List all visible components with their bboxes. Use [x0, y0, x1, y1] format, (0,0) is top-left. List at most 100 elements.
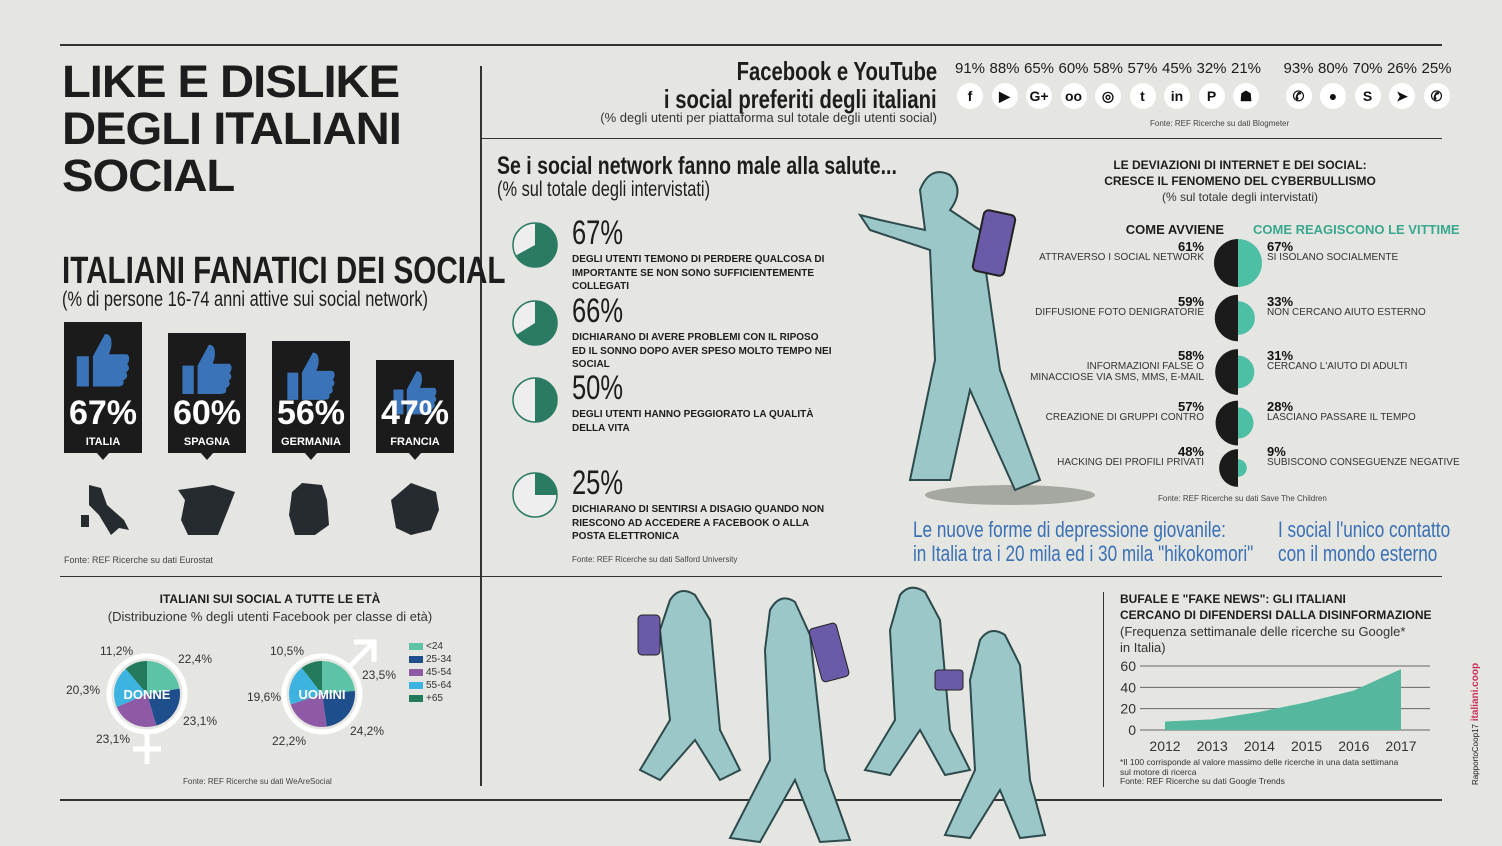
- cyber-left-pct: 59%: [1177, 294, 1204, 309]
- fake-news-area-chart: 0 20 40 60 2012 2013 2014 2015 2016 2017: [1120, 658, 1430, 754]
- vertical-divider: [480, 66, 482, 786]
- fanatici-subtitle: (% di persone 16-74 anni attive sui soci…: [62, 288, 429, 311]
- area-series: [1165, 669, 1401, 730]
- cyber-left-pct: 58%: [1177, 348, 1204, 363]
- pie-label: 22,2%: [272, 734, 307, 748]
- cyber-source: Fonte: REF Ricerche su dati Save The Chi…: [1158, 494, 1327, 503]
- cyber-left-item: 61% ATTRAVERSO I SOCIAL NETWORK: [1024, 239, 1204, 263]
- age-pie-charts: DONNE UOMINI: [106, 639, 377, 764]
- legend-label: 25-34: [426, 654, 452, 665]
- viber-icon: ✆: [1423, 83, 1450, 109]
- salute-item: 66% DICHIARANO DI AVERE PROBLEMI CON IL R…: [572, 292, 832, 372]
- fake-news-source: Fonte: REF Ricerche su dati Google Trend…: [1120, 776, 1285, 786]
- cyber-right-item: 9% SUBISCONO CONSEGUENZE NEGATIVE: [1267, 444, 1460, 468]
- cyber-left-item: 59% DIFFUSIONE FOTO DENIGRATORIE: [1024, 294, 1204, 318]
- country-box: 60% SPAGNA: [168, 333, 246, 460]
- side-brand: RapportoCoop17 italiani.coop: [1470, 662, 1481, 785]
- legend-label: 55-64: [426, 680, 452, 691]
- y-tick-label: 40: [1120, 679, 1136, 695]
- note-line: *Il 100 corrisponde al valore massimo de…: [1120, 757, 1399, 767]
- cyber-right-text: LASCIANO PASSARE IL TEMPO: [1267, 412, 1416, 423]
- cyber-right-item: 28% LASCIANO PASSARE IL TEMPO: [1267, 399, 1416, 423]
- salute-pie: [512, 472, 558, 518]
- social-subtitle: (% degli utenti per piattaforma sul tota…: [600, 110, 937, 125]
- thumbs-up-icon: [393, 371, 437, 415]
- fanatici-source: Fonte: REF Ricerche su dati Eurostat: [64, 555, 214, 565]
- mid-divider: [60, 576, 1442, 577]
- pie-label: 10,5%: [270, 644, 305, 658]
- country-pct: 47%: [380, 394, 450, 432]
- tripadvisor-icon: oo: [1060, 83, 1087, 109]
- country-pct: 60%: [172, 394, 242, 432]
- legend-label: 45-54: [426, 667, 452, 678]
- linkedin-icon: in: [1164, 83, 1190, 109]
- salute-pct: 66%: [572, 292, 624, 330]
- pie-slice-+65: [301, 661, 322, 694]
- country-pct: 56%: [276, 394, 346, 432]
- cyber-title-line: LE DEVIAZIONI DI INTERNET E DEI SOCIAL:: [1113, 158, 1367, 172]
- social-pct: 65%: [1023, 60, 1055, 77]
- pie-slice-25-34: [147, 688, 181, 726]
- cyber-right-text: NON CERCANO AIUTO ESTERNO: [1267, 307, 1426, 318]
- pie-ring: [281, 653, 363, 735]
- country-name: ITALIA: [85, 436, 121, 448]
- fake-news-title-line: BUFALE E "FAKE NEWS": GLI ITALIANI: [1120, 592, 1346, 606]
- page-title: LIKE E DISLIKE DEGLI ITALIANI SOCIAL: [62, 56, 402, 199]
- legend-item: 55-64: [409, 680, 452, 691]
- left-half: [1214, 294, 1238, 342]
- cyber-left-pct: 61%: [1177, 239, 1204, 254]
- country-name: FRANCIA: [390, 436, 440, 448]
- pie-slice-<24: [147, 661, 180, 694]
- cyber-title: LE DEVIAZIONI DI INTERNET E DEI SOCIAL: …: [1080, 157, 1400, 205]
- country-map: [178, 485, 235, 535]
- title-line: LIKE E DISLIKE: [62, 56, 400, 107]
- cyber-left-pct: 57%: [1177, 399, 1204, 414]
- cyber-half-circles: [1214, 239, 1262, 287]
- social-pct: 88%: [989, 60, 1020, 77]
- top-divider: [60, 44, 1442, 46]
- pie-label: 23,1%: [183, 714, 218, 728]
- social-pct: 45%: [1161, 60, 1193, 77]
- pinterest-icon: P: [1198, 83, 1225, 109]
- cyber-title-line: CRESCE IL FENOMENO DEL CYBERBULLISMO: [1104, 174, 1376, 188]
- group-walking-illustration: [637, 586, 1047, 844]
- cyber-right-item: 33% NON CERCANO AIUTO ESTERNO: [1267, 295, 1426, 318]
- fake-news-notes: *Il 100 corrisponde al valore massimo de…: [1120, 757, 1399, 787]
- left-half: [1219, 449, 1238, 487]
- social-pct: 25%: [1421, 60, 1452, 77]
- cyber-right-pct: 28%: [1267, 399, 1294, 414]
- salute-pct: 25%: [572, 464, 624, 502]
- cyber-left-item: 48% HACKING DEI PROFILI PRIVATI: [1024, 445, 1204, 468]
- fake-news-subtitle: (Frequenza settimanale delle ricerche su…: [1120, 624, 1405, 656]
- social-pct: 93%: [1283, 60, 1314, 77]
- x-tick-label: 2017: [1385, 738, 1416, 754]
- social-pct: 21%: [1230, 60, 1262, 77]
- social-pct: 80%: [1317, 60, 1349, 77]
- pie-ring: [106, 653, 188, 735]
- cyber-right-pct: 31%: [1267, 348, 1294, 363]
- cyber-half-circles: [1215, 400, 1254, 446]
- social-source: Fonte: REF Ricerche su dati Blogmeter: [1150, 119, 1290, 128]
- pie-label: 11,2%: [100, 644, 134, 658]
- thumbs-up-icon: [287, 352, 335, 400]
- cyber-left-text: HACKING DEI PROFILI PRIVATI: [1057, 457, 1204, 468]
- cyber-right-pct: 9%: [1267, 444, 1286, 459]
- chart-divider: [1103, 592, 1104, 787]
- fake-news-title: BUFALE E "FAKE NEWS": GLI ITALIANI CERCA…: [1120, 591, 1432, 623]
- salute-source: Fonte: REF Ricerche su dati Salford Univ…: [572, 555, 738, 564]
- whatsapp-icon: ✆: [1285, 83, 1312, 109]
- right-half: [1238, 239, 1262, 287]
- social-title: Facebook e YouTube: [736, 56, 937, 86]
- fanatici-title: ITALIANI FANATICI DEI SOCIAL: [62, 250, 506, 292]
- salute-item: 67% DEGLI UTENTI TEMONO DI PERDERE QUALCO…: [572, 214, 832, 294]
- legend-item: +65: [409, 693, 443, 704]
- salute-subtitle: (% sul totale degli intervistati): [497, 178, 711, 201]
- cyber-right-text: CERCANO L'AIUTO DI ADULTI: [1267, 361, 1408, 372]
- social-pct: 70%: [1352, 60, 1383, 77]
- social-pct: 32%: [1196, 60, 1227, 77]
- legend-swatch: [409, 681, 423, 689]
- left-half: [1214, 239, 1238, 287]
- contatto-text: I social l'unico contatto con il mondo es…: [1278, 517, 1451, 566]
- cyber-half-circles: [1214, 294, 1255, 342]
- google-plus-icon: G+: [1026, 83, 1052, 109]
